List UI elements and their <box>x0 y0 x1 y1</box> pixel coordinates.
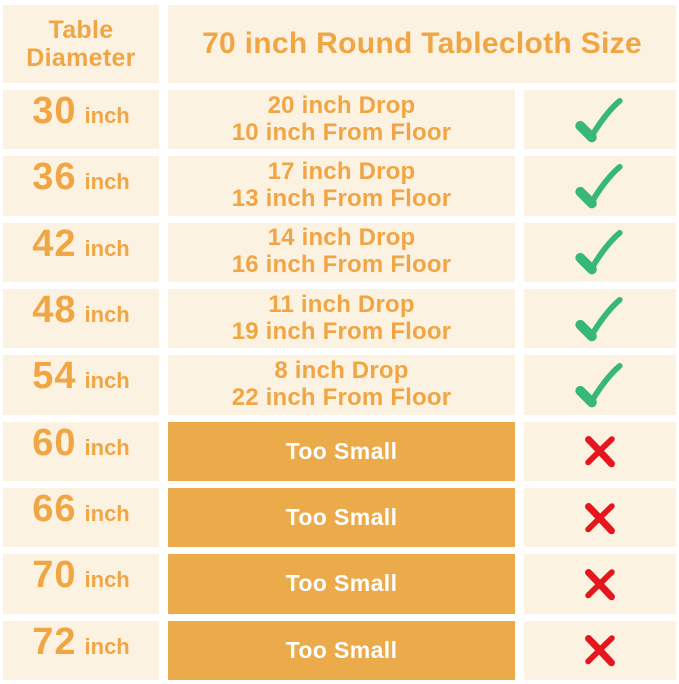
diameter-unit: inch <box>84 301 130 327</box>
from-floor-line: 22 inch From Floor <box>231 383 452 411</box>
diameter-unit: inch <box>84 633 130 659</box>
fit-mark-cell <box>524 620 676 680</box>
fit-mark-cell <box>524 487 676 548</box>
drop-line: 17 inch Drop <box>267 158 416 186</box>
diameter-value: 36 <box>32 156 77 199</box>
chart-title: 70 inch Round Tablecloth Size <box>168 5 676 83</box>
diameter-unit: inch <box>84 235 130 261</box>
cross-icon <box>578 429 622 473</box>
drop-info-cell: 17 inch Drop 13 inch From Floor <box>168 156 515 216</box>
drop-line: 8 inch Drop <box>274 357 409 385</box>
diameter-unit: inch <box>84 500 130 526</box>
table-diameter-cell: 70 inch <box>3 554 159 614</box>
diameter-value: 66 <box>32 487 77 530</box>
fit-mark-cell <box>524 421 676 481</box>
fit-mark-cell <box>524 288 676 349</box>
diameter-unit: inch <box>84 434 130 460</box>
cross-icon <box>578 628 622 672</box>
drop-info-cell: 20 inch Drop 10 inch From Floor <box>168 90 515 150</box>
table-diameter-cell: 72 inch <box>3 620 159 680</box>
table-diameter-cell: 60 inch <box>3 421 159 481</box>
diameter-unit: inch <box>84 368 130 394</box>
too-small-cell: Too Small <box>168 554 515 614</box>
diameter-text: 60 inch <box>32 422 130 465</box>
table-diameter-cell: 42 inch <box>3 222 159 282</box>
diameter-value: 54 <box>32 355 77 398</box>
diameter-text: 42 inch <box>32 223 130 266</box>
too-small-cell: Too Small <box>168 487 515 548</box>
from-floor-line: 19 inch From Floor <box>231 317 452 345</box>
check-icon <box>571 91 629 149</box>
table-diameter-cell: 66 inch <box>3 487 159 548</box>
diameter-text: 36 inch <box>32 156 130 199</box>
drop-info-cell: 11 inch Drop 19 inch From Floor <box>168 288 515 349</box>
check-icon <box>571 356 629 414</box>
fit-mark-cell <box>524 355 676 415</box>
from-floor-line: 16 inch From Floor <box>231 251 452 279</box>
column-header-table-diameter: Table Diameter <box>3 5 159 83</box>
diameter-text: 70 inch <box>32 554 130 597</box>
diameter-unit: inch <box>84 169 130 195</box>
fit-mark-cell <box>524 156 676 216</box>
fit-mark-cell <box>524 554 676 614</box>
check-icon <box>571 223 629 281</box>
check-icon <box>571 157 629 215</box>
table-diameter-cell: 30 inch <box>3 90 159 150</box>
drop-line: 11 inch Drop <box>268 290 415 318</box>
drop-line: 20 inch Drop <box>267 91 416 119</box>
fit-mark-cell <box>524 90 676 150</box>
drop-line: 14 inch Drop <box>267 224 416 252</box>
drop-info-cell: 8 inch Drop 22 inch From Floor <box>168 355 515 415</box>
cross-icon <box>578 562 622 606</box>
from-floor-line: 13 inch From Floor <box>231 184 452 212</box>
table-diameter-cell: 36 inch <box>3 156 159 216</box>
diameter-text: 48 inch <box>32 289 130 332</box>
diameter-text: 66 inch <box>32 488 130 531</box>
too-small-cell: Too Small <box>168 421 515 481</box>
table-diameter-cell: 48 inch <box>3 288 159 349</box>
diameter-value: 72 <box>32 620 77 663</box>
diameter-value: 60 <box>32 421 77 464</box>
diameter-value: 30 <box>32 90 77 132</box>
cross-icon <box>578 496 622 540</box>
diameter-value: 70 <box>32 554 77 597</box>
diameter-unit: inch <box>84 103 130 128</box>
from-floor-line: 10 inch From Floor <box>231 118 452 146</box>
diameter-value: 48 <box>32 288 77 331</box>
fit-mark-cell <box>524 222 676 282</box>
diameter-unit: inch <box>84 567 130 593</box>
table-diameter-cell: 54 inch <box>3 355 159 415</box>
diameter-value: 42 <box>32 222 77 265</box>
diameter-text: 72 inch <box>32 621 130 664</box>
diameter-text: 54 inch <box>32 355 130 398</box>
too-small-cell: Too Small <box>168 620 515 680</box>
diameter-text: 30 inch <box>32 90 130 133</box>
header-line-diameter: Diameter <box>26 44 136 72</box>
drop-info-cell: 14 inch Drop 16 inch From Floor <box>168 222 515 282</box>
header-line-table: Table <box>48 16 114 44</box>
check-icon <box>571 290 629 348</box>
